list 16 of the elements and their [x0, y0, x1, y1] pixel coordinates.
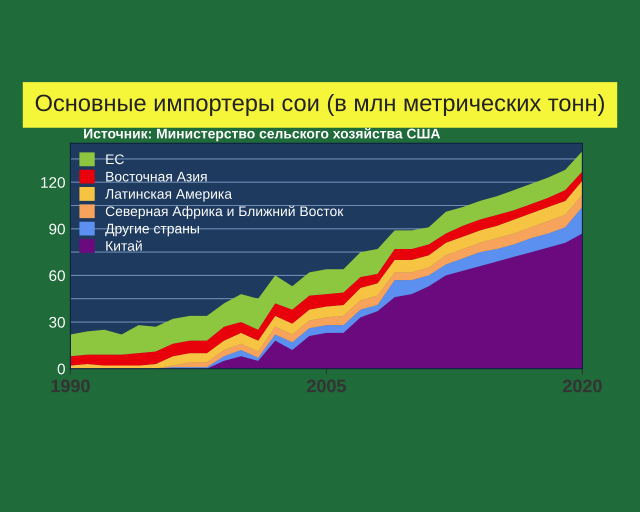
- x-tick-label: 2005: [306, 380, 346, 392]
- y-tick-label: 60: [49, 270, 65, 282]
- x-tick-label: 2020: [562, 380, 602, 392]
- legend-label: Восточная Азия: [106, 172, 207, 182]
- legend-label: Латинская Америка: [105, 189, 232, 202]
- legend-label: Северная Африка и Ближний Восток: [106, 206, 344, 219]
- y-tick-label: 0: [58, 364, 65, 374]
- y-tick-label: 90: [49, 224, 65, 234]
- x-tick-label: 1990: [51, 380, 90, 392]
- chart-title: Основные импортеры сои (в млн метрических тонн): [36, 94, 604, 116]
- legend-label: Китай: [106, 240, 142, 251]
- legend-label: Другие страны: [105, 224, 199, 236]
- chart-subtitle: Источник: Министерство сельского хозяйства США: [84, 128, 440, 142]
- legend-label: ЕС: [106, 154, 124, 164]
- y-tick-label: 30: [49, 316, 65, 328]
- y-tick-label: 120: [41, 177, 65, 188]
